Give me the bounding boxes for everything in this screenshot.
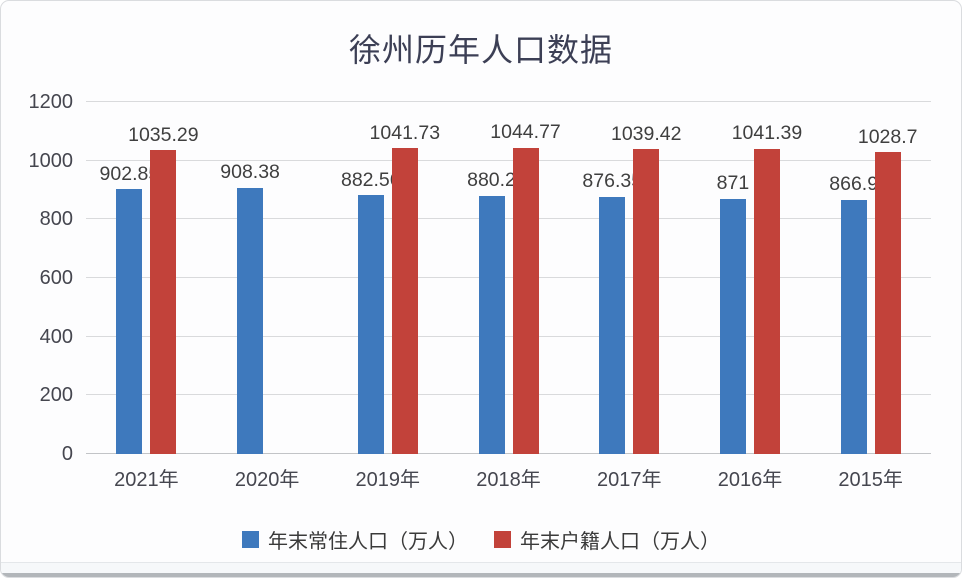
resident-population-bar-slot: 876.35 xyxy=(582,102,642,454)
x-tick-label: 2016年 xyxy=(717,469,783,491)
plot-area: 902.85 1035.29 908.38 882.56 1041.73 880.2 104… xyxy=(86,101,931,454)
resident-population-bar-label: 871 xyxy=(716,172,750,195)
resident-population-bar: 880.2 xyxy=(467,171,516,454)
legend-label-resident-population: 年末常住人口（万人） xyxy=(268,531,468,553)
registered-population-bar-label: 1028.7 xyxy=(857,125,918,148)
bar-group: 882.56 1041.73 xyxy=(327,102,448,454)
gridline xyxy=(86,394,931,396)
x-tick-label: 2018年 xyxy=(476,469,541,491)
resident-population-bar-label: 902.85 xyxy=(99,162,160,185)
y-tick-label: 200 xyxy=(39,384,73,407)
legend-swatch-registered-population xyxy=(494,531,511,548)
bar-group: 866.9 1028.7 xyxy=(810,102,931,454)
page-bottom-area xyxy=(1,563,961,573)
page-bottom-line xyxy=(1,562,961,563)
legend-label-registered-population: 年末户籍人口（万人） xyxy=(520,531,720,553)
resident-population-bar-slot: 902.85 xyxy=(100,102,159,454)
registered-population-bar-slot: 1044.77 xyxy=(490,102,561,454)
resident-population-bar: 902.85 xyxy=(100,164,159,454)
x-tick-label: 2021年 xyxy=(114,469,179,491)
resident-population-bar: 866.9 xyxy=(829,175,878,454)
x-axis-baseline xyxy=(86,453,931,454)
y-tick-label: 800 xyxy=(39,208,73,231)
legend: 年末常住人口（万人） 年末户籍人口（万人） xyxy=(1,525,961,554)
registered-population-bar: 1044.77 xyxy=(490,123,561,454)
registered-population-bar-slot: 1035.29 xyxy=(128,102,199,454)
bar-group: 902.85 1035.29 xyxy=(86,102,207,454)
bar-group: 876.35 1039.42 xyxy=(569,102,690,454)
x-tick-label: 2015年 xyxy=(838,469,903,491)
resident-population-bar-label: 882.56 xyxy=(340,168,401,191)
registered-population-bar: 1041.73 xyxy=(370,123,440,454)
gridline xyxy=(86,335,931,337)
bar-group: 908.38 xyxy=(207,102,328,454)
x-tick-label: 2020年 xyxy=(234,469,300,491)
bar-group: 871 1041.39 xyxy=(690,102,811,454)
gridline xyxy=(86,218,931,220)
registered-population-bar-label: 1041.39 xyxy=(731,122,803,145)
resident-population-bar: 908.38 xyxy=(220,163,280,454)
registered-population-bar-label: 1044.77 xyxy=(490,121,561,144)
chart-title: 徐州历年人口数据 xyxy=(348,32,613,68)
resident-population-bar-slot: 880.2 xyxy=(467,102,516,454)
legend-item-resident-population: 年末常住人口（万人） xyxy=(242,525,468,554)
registered-population-bar-label: 1035.29 xyxy=(128,123,199,146)
registered-population-bar-label: 1039.42 xyxy=(610,122,682,145)
resident-population-bar-label: 880.2 xyxy=(467,169,516,192)
gridline xyxy=(86,101,931,102)
page-bottom-strip xyxy=(1,573,961,577)
x-axis: 2021年 2020年 2019年 2018年 2017年 2016年 2015年 xyxy=(86,463,931,492)
x-tick-label: 2017年 xyxy=(596,469,662,491)
resident-population-bar-slot: 882.56 xyxy=(341,102,401,454)
legend-swatch-resident-population xyxy=(242,531,259,548)
registered-population-bar-slot: 1041.39 xyxy=(732,102,802,454)
registered-population-bar-label: 1041.73 xyxy=(369,121,441,144)
gridline xyxy=(86,159,931,161)
registered-population-bar: 1028.7 xyxy=(858,127,918,454)
y-tick-label: 1200 xyxy=(28,91,74,113)
resident-population-bar: 876.35 xyxy=(582,172,642,454)
registered-population-bar: 1039.42 xyxy=(611,124,681,454)
resident-population-bar-label: 866.9 xyxy=(829,173,879,196)
y-tick-label: 400 xyxy=(39,325,73,348)
y-tick-label: 600 xyxy=(39,267,73,289)
y-axis: 0 200 400 600 800 1000 1200 xyxy=(1,92,74,464)
bar-groups: 902.85 1035.29 908.38 882.56 1041.73 880.2 104… xyxy=(86,102,931,454)
resident-population-bar: 882.56 xyxy=(341,170,401,454)
resident-population-bar-slot: 908.38 xyxy=(220,102,280,454)
y-tick-label: 0 xyxy=(61,443,73,465)
registered-population-bar-slot xyxy=(271,102,297,454)
resident-population-bar: 871 xyxy=(717,174,749,454)
gridline xyxy=(86,277,931,278)
registered-population-bar: 1035.29 xyxy=(128,125,199,454)
x-tick-label: 2019年 xyxy=(355,469,421,491)
resident-population-bar-label: 908.38 xyxy=(220,161,280,184)
registered-population-bar-slot: 1028.7 xyxy=(858,102,918,454)
resident-population-bar-slot: 866.9 xyxy=(829,102,878,454)
y-tick-label: 1000 xyxy=(28,149,74,172)
resident-population-bar-label: 876.35 xyxy=(582,170,643,193)
registered-population-bar-slot: 1039.42 xyxy=(611,102,681,454)
resident-population-bar-slot: 871 xyxy=(717,102,749,454)
registered-population-bar: 1041.39 xyxy=(732,124,802,454)
bar-group: 880.2 1044.77 xyxy=(448,102,569,454)
registered-population-bar-slot: 1041.73 xyxy=(370,102,440,454)
legend-item-registered-population: 年末户籍人口（万人） xyxy=(494,525,720,554)
